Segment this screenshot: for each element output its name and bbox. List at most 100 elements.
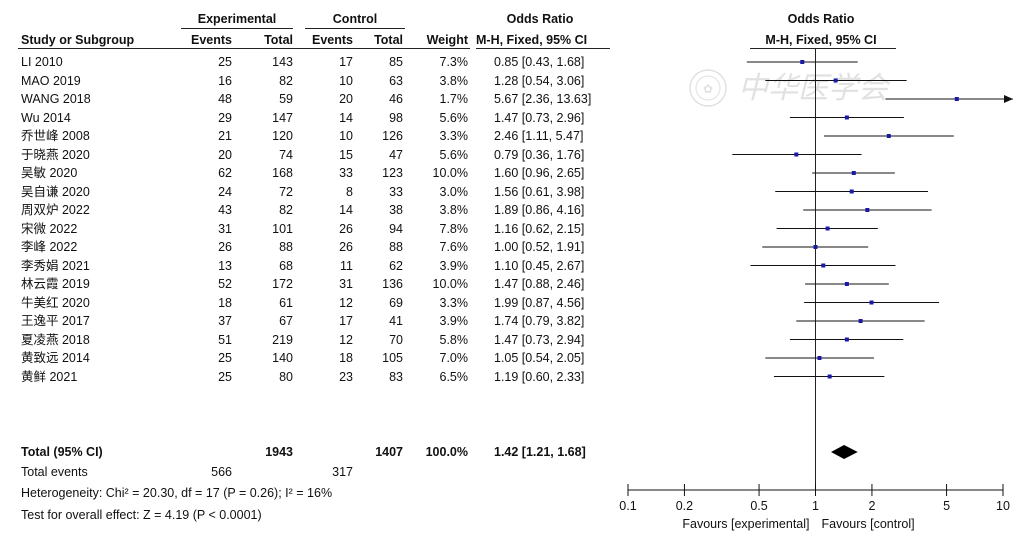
point-estimate [844,282,849,286]
control-total: 85 [389,55,403,69]
experimental-events: 21 [218,129,232,143]
experimental-events: 16 [218,73,232,88]
study-weight: 3.8% [439,203,469,217]
study-weight: 3.3% [439,129,469,143]
control-events: 23 [339,369,353,384]
control-events: 20 [339,92,353,106]
study-name: 李峰 2022 [21,240,78,254]
study-name: LI 2010 [21,55,63,69]
point-estimate [886,134,891,138]
study-weight: 10.0% [432,277,468,291]
study-ci-text: 1.16 [0.62, 2.15] [494,221,585,236]
control-group-underline [305,28,405,29]
control-group-header: Control [332,12,378,26]
control-total: 47 [389,147,403,162]
method-header-rule [476,48,610,49]
experimental-total: 88 [279,240,293,254]
point-estimate [869,300,874,305]
study-ci-text: 1.60 [0.96, 2.65] [494,166,585,180]
study-name: 吴自谦 2020 [21,184,90,199]
study-name: 黄鲜 2021 [21,369,78,384]
study-weight: 10.0% [432,166,468,180]
study-name: 林云霞 2019 [21,277,90,291]
study-ci-text: 1.00 [0.52, 1.91] [494,240,585,254]
control-events: 18 [339,351,353,365]
experimental-total: 74 [279,147,293,162]
study-name: 李秀娟 2021 [21,258,90,273]
control-total: 83 [389,369,403,384]
study-weight: 5.6% [439,147,469,162]
column-control-total: Total [374,33,403,47]
control-events: 26 [339,240,353,254]
column-method: M-H, Fixed, 95% CI [476,33,588,47]
experimental-group-header: Experimental [197,12,277,26]
control-events: 12 [339,332,353,347]
experimental-total: 219 [272,332,293,347]
experimental-events: 37 [218,314,232,328]
experimental-total: 82 [279,203,293,217]
study-ci-text: 1.47 [0.73, 2.94] [494,332,585,347]
control-events: 26 [339,221,353,236]
point-estimate [817,356,822,360]
experimental-group-underline [181,28,293,29]
total-experimental: 1943 [265,445,293,459]
study-weight: 3.9% [439,314,469,328]
control-total: 41 [389,314,403,328]
experimental-events: 26 [218,240,232,254]
control-total: 126 [382,129,403,143]
point-estimate [800,60,805,64]
experimental-total: 172 [272,277,293,291]
control-total: 63 [389,73,403,88]
experimental-events: 31 [218,221,232,236]
odds-ratio-table-header: Odds Ratio [506,12,574,26]
column-control-events: Events [312,33,353,47]
experimental-total: 101 [272,221,293,236]
study-name: 王逸平 2017 [21,314,90,328]
point-estimate [825,226,830,231]
study-ci-text: 1.19 [0.60, 2.33] [494,369,585,384]
point-estimate [827,374,832,379]
plot-header-rule [750,48,896,49]
plot-method-header: M-H, Fixed, 95% CI [765,33,877,47]
x-tick-label: 0.1 [619,499,636,513]
total-label: Total (95% CI) [21,445,103,459]
point-estimate [858,319,863,323]
experimental-total: 68 [279,258,293,273]
point-estimate [954,97,959,101]
odds-ratio-plot-header: Odds Ratio [787,12,855,26]
x-tick-label: 0.2 [676,499,693,513]
control-total: 94 [389,221,403,236]
study-ci-text: 1.10 [0.45, 2.67] [494,258,585,273]
study-name: WANG 2018 [21,92,91,106]
experimental-events: 43 [218,203,232,217]
experimental-events: 29 [218,110,232,125]
study-ci-text: 0.79 [0.36, 1.76] [494,147,585,162]
experimental-total: 120 [272,129,293,143]
study-weight: 3.8% [439,73,469,88]
experimental-events: 25 [218,369,232,384]
study-weight: 7.3% [439,55,469,69]
experimental-total: 72 [279,184,293,199]
study-name: 宋微 2022 [21,221,78,236]
study-weight: 7.8% [439,221,469,236]
total-ci: 1.42 [1.21, 1.68] [494,445,586,459]
control-total: 38 [389,203,403,217]
study-ci-text: 1.28 [0.54, 3.06] [494,73,585,88]
study-name: MAO 2019 [21,73,81,88]
study-ci-text: 1.89 [0.86, 4.16] [494,203,585,217]
overall-effect-text: Test for overall effect: Z = 4.19 (P < 0… [21,508,262,522]
study-ci-text: 1.99 [0.87, 4.56] [494,295,585,310]
experimental-total: 140 [272,351,293,365]
control-events: 17 [339,55,353,69]
study-weight: 7.0% [439,351,469,365]
experimental-events: 52 [218,277,232,291]
pooled-diamond [831,445,858,459]
study-ci-text: 1.74 [0.79, 3.82] [494,314,585,328]
study-ci-text: 0.85 [0.43, 1.68] [494,55,585,69]
study-name: 于晓燕 2020 [21,147,90,162]
study-ci-text: 2.46 [1.11, 5.47] [494,129,584,143]
study-weight: 6.5% [439,369,469,384]
study-name: 夏凌燕 2018 [21,332,90,347]
control-total: 136 [382,277,403,291]
